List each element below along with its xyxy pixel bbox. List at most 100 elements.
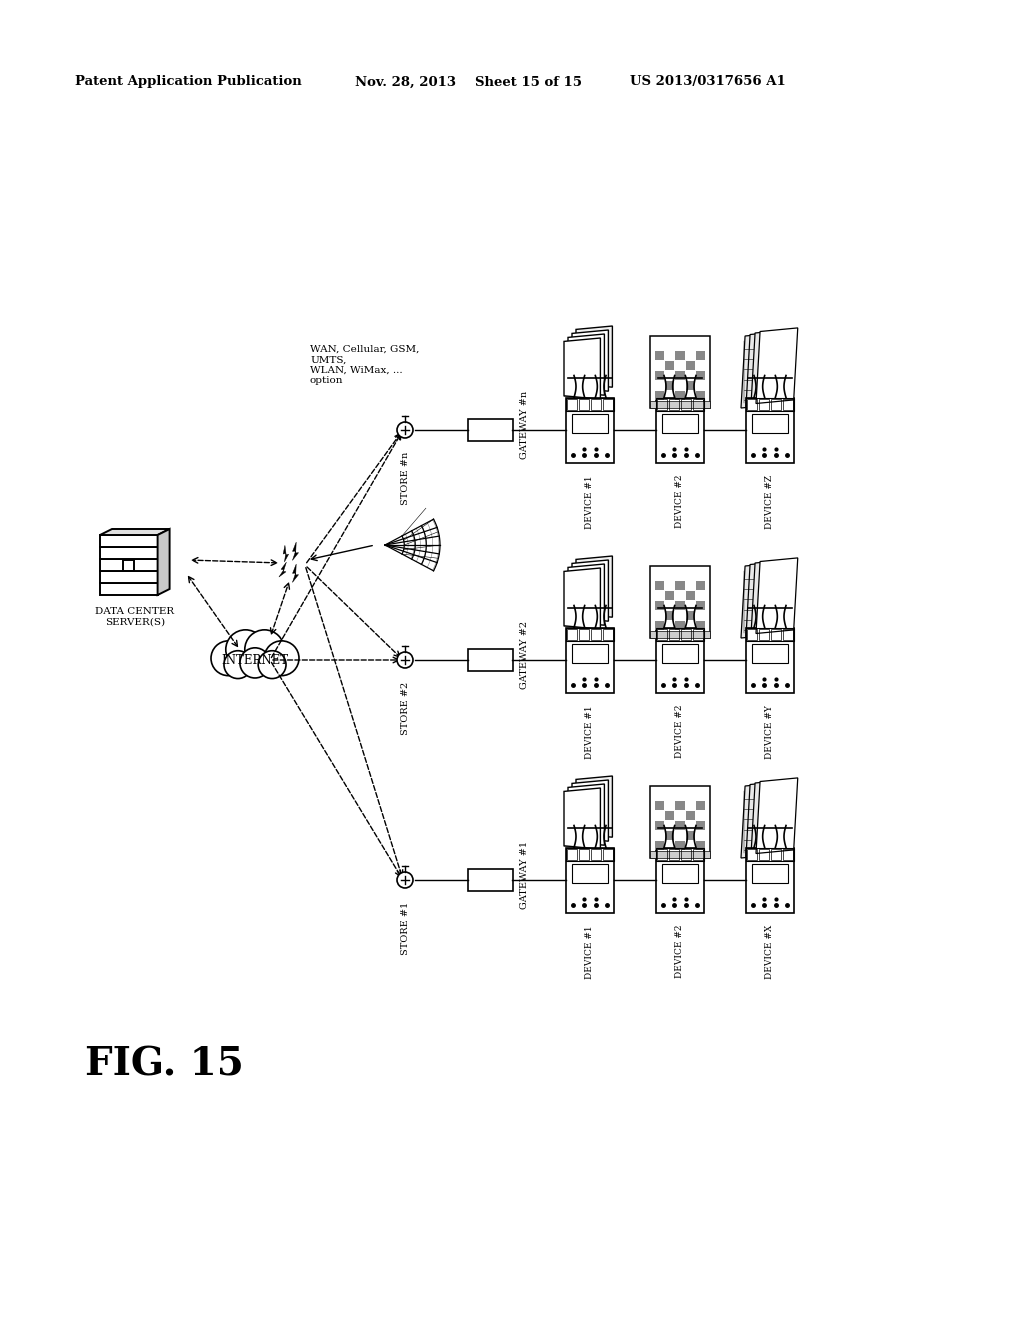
Text: INTERNET: INTERNET bbox=[221, 653, 289, 667]
Polygon shape bbox=[746, 561, 787, 636]
Bar bbox=[666, 611, 675, 620]
Bar bbox=[468, 869, 512, 891]
Bar bbox=[676, 841, 685, 850]
Polygon shape bbox=[575, 556, 612, 618]
Polygon shape bbox=[741, 783, 782, 858]
Bar bbox=[695, 601, 705, 610]
Circle shape bbox=[224, 651, 252, 678]
Text: GATEWAY #2: GATEWAY #2 bbox=[520, 620, 529, 689]
Bar bbox=[662, 644, 698, 663]
Text: US 2013/0317656 A1: US 2013/0317656 A1 bbox=[630, 75, 785, 88]
Bar bbox=[681, 399, 691, 409]
Bar bbox=[695, 581, 705, 590]
Bar bbox=[656, 847, 705, 912]
Bar bbox=[662, 863, 698, 883]
Bar bbox=[655, 581, 665, 590]
Polygon shape bbox=[746, 331, 787, 407]
Bar bbox=[591, 849, 601, 859]
Bar bbox=[695, 351, 705, 360]
Bar bbox=[579, 399, 589, 409]
Polygon shape bbox=[746, 781, 787, 857]
Bar bbox=[759, 628, 769, 639]
Text: STORE #n: STORE #n bbox=[400, 451, 410, 506]
Bar bbox=[655, 601, 665, 610]
Text: DATA CENTER
SERVER(S): DATA CENTER SERVER(S) bbox=[95, 607, 174, 627]
Circle shape bbox=[397, 873, 413, 888]
Bar bbox=[468, 649, 512, 671]
Bar bbox=[669, 628, 679, 639]
Polygon shape bbox=[568, 564, 604, 626]
Bar bbox=[783, 849, 793, 859]
Polygon shape bbox=[568, 334, 604, 395]
Text: STORE #2: STORE #2 bbox=[400, 682, 410, 735]
Text: DEVICE #Y: DEVICE #Y bbox=[766, 705, 774, 759]
Bar bbox=[591, 628, 601, 639]
Circle shape bbox=[211, 642, 246, 676]
Polygon shape bbox=[572, 330, 608, 391]
Bar bbox=[655, 351, 665, 360]
Bar bbox=[693, 399, 703, 409]
Polygon shape bbox=[572, 560, 608, 622]
Bar bbox=[676, 821, 685, 830]
Bar bbox=[655, 821, 665, 830]
Polygon shape bbox=[293, 543, 299, 561]
Text: DEVICE #1: DEVICE #1 bbox=[586, 705, 595, 759]
Text: FIG. 15: FIG. 15 bbox=[85, 1045, 244, 1084]
Text: DEVICE #1: DEVICE #1 bbox=[586, 475, 595, 528]
Bar bbox=[686, 810, 695, 820]
Bar bbox=[666, 810, 675, 820]
Bar bbox=[603, 849, 613, 859]
Polygon shape bbox=[568, 784, 604, 845]
Bar bbox=[669, 849, 679, 859]
Polygon shape bbox=[564, 568, 600, 630]
Bar bbox=[746, 847, 794, 861]
Bar bbox=[771, 399, 781, 409]
Bar bbox=[666, 360, 675, 370]
Polygon shape bbox=[279, 562, 287, 577]
Bar bbox=[100, 572, 158, 583]
Bar bbox=[655, 622, 665, 630]
Bar bbox=[752, 644, 788, 663]
Bar bbox=[656, 397, 705, 462]
Polygon shape bbox=[564, 338, 600, 399]
Bar bbox=[676, 601, 685, 610]
Bar bbox=[686, 611, 695, 620]
Text: DEVICE #1: DEVICE #1 bbox=[586, 925, 595, 978]
Bar bbox=[650, 337, 710, 408]
Polygon shape bbox=[575, 326, 612, 387]
Bar bbox=[656, 627, 705, 640]
Bar bbox=[100, 546, 158, 558]
Bar bbox=[752, 863, 788, 883]
Bar bbox=[566, 397, 614, 462]
Bar bbox=[746, 849, 757, 859]
Bar bbox=[686, 832, 695, 841]
Bar bbox=[676, 581, 685, 590]
Polygon shape bbox=[284, 545, 289, 562]
Bar bbox=[566, 627, 614, 693]
Bar bbox=[566, 397, 614, 411]
Bar bbox=[650, 401, 710, 408]
Bar bbox=[566, 847, 614, 861]
Bar bbox=[579, 849, 589, 859]
Bar bbox=[566, 847, 614, 912]
Bar bbox=[650, 851, 710, 858]
Bar bbox=[771, 628, 781, 639]
Bar bbox=[666, 591, 675, 601]
Bar bbox=[100, 535, 158, 546]
Bar bbox=[655, 801, 665, 810]
Bar bbox=[603, 399, 613, 409]
Bar bbox=[657, 399, 667, 409]
Bar bbox=[746, 627, 794, 693]
Circle shape bbox=[240, 648, 270, 678]
Text: WAN, Cellular, GSM,
UMTS,
WLAN, WiMax, ...
option: WAN, Cellular, GSM, UMTS, WLAN, WiMax, .… bbox=[310, 345, 420, 385]
Text: DEVICE #2: DEVICE #2 bbox=[676, 925, 684, 978]
Circle shape bbox=[225, 630, 265, 669]
Bar bbox=[100, 583, 158, 595]
Bar bbox=[571, 413, 608, 433]
Text: DEVICE #X: DEVICE #X bbox=[766, 925, 774, 979]
Bar bbox=[746, 847, 794, 912]
Polygon shape bbox=[751, 779, 793, 855]
Bar bbox=[579, 628, 589, 639]
Bar bbox=[681, 628, 691, 639]
Bar bbox=[695, 622, 705, 630]
